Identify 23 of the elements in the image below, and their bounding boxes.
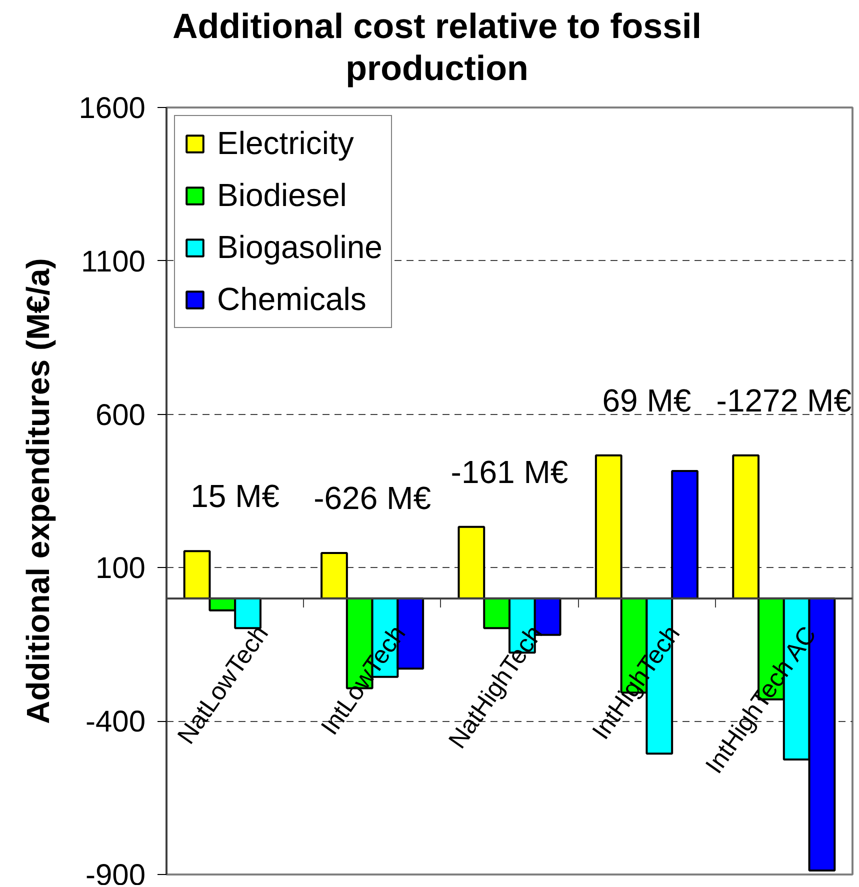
y-tick-label: -900	[85, 859, 146, 887]
annotation: -161 M€	[450, 454, 568, 490]
y-tick-label: 1100	[80, 245, 146, 278]
chart-title: Additional cost relative to fossil production	[172, 6, 702, 90]
legend-label: Electricity	[217, 125, 354, 162]
bar	[732, 454, 760, 600]
legend-label: Biogasoline	[217, 229, 382, 266]
annotation: 69 M€	[602, 382, 692, 418]
annotation: -1272 M€	[716, 382, 852, 418]
bar	[320, 552, 348, 600]
y-tick-label: 100	[95, 552, 146, 586]
legend-label: Biodiesel	[217, 177, 347, 214]
legend-label: Chemicals	[217, 281, 366, 318]
y-tick-label: 1600	[78, 92, 146, 125]
bar	[594, 454, 622, 600]
annotation: 15 M€	[190, 478, 280, 514]
bar	[183, 550, 211, 600]
y-tick-label: -400	[85, 706, 146, 739]
bar	[458, 526, 486, 600]
bar	[671, 470, 698, 600]
y-tick-label: 600	[95, 398, 146, 432]
y-axis-title: Additional expenditures (M€/a)	[20, 258, 56, 724]
annotation: -626 M€	[314, 480, 432, 516]
